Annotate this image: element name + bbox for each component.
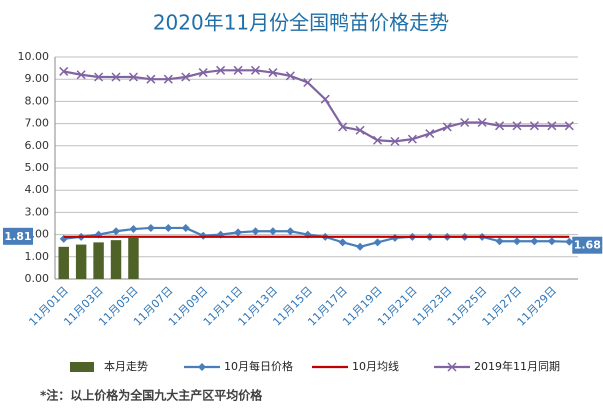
data-point — [512, 237, 521, 246]
data-point — [216, 65, 226, 75]
data-label: 1.81 — [4, 230, 31, 243]
data-point — [76, 70, 86, 80]
data-point — [529, 121, 539, 131]
legend-label: 2019年11月同期 — [474, 359, 560, 373]
data-point — [286, 227, 295, 236]
data-point — [303, 77, 313, 88]
data-point — [251, 227, 260, 236]
bar — [93, 242, 104, 279]
data-point — [250, 65, 261, 75]
footnote: *注：以上价格为全国九大主产区平均价格 — [40, 388, 263, 403]
data-point — [564, 121, 574, 131]
data-point — [425, 129, 435, 139]
chart-title: 2020年11月份全国鸭苗价格走势 — [153, 11, 449, 35]
data-point — [181, 72, 191, 82]
y-tick-label: 1.00 — [25, 250, 50, 263]
data-point — [198, 68, 208, 78]
y-tick-label: 3.00 — [25, 205, 50, 218]
data-point — [268, 227, 277, 236]
data-point — [94, 72, 104, 82]
data-point — [512, 121, 522, 131]
y-tick-label: 0.00 — [25, 272, 50, 285]
y-tick-label: 7.00 — [25, 117, 50, 130]
data-point — [356, 242, 365, 251]
y-tick-label: 10.00 — [18, 50, 50, 63]
data-point — [233, 65, 243, 75]
legend-swatch — [70, 362, 94, 372]
y-tick-label: 8.00 — [25, 94, 50, 107]
data-point — [234, 228, 243, 237]
data-point — [373, 238, 382, 247]
data-label: 1.68 — [574, 239, 601, 252]
data-point — [320, 94, 330, 104]
data-point — [442, 122, 452, 132]
data-point — [146, 223, 155, 232]
data-point — [146, 74, 156, 84]
data-point — [495, 237, 504, 246]
data-point — [447, 362, 457, 372]
data-point — [111, 72, 121, 82]
data-point — [338, 238, 347, 247]
data-point — [285, 71, 295, 81]
data-point — [565, 237, 574, 246]
data-point — [59, 66, 69, 76]
data-point — [163, 74, 173, 84]
bar — [58, 246, 69, 279]
line — [63, 69, 570, 143]
data-point — [338, 122, 348, 132]
data-label-box — [572, 236, 603, 254]
data-point — [407, 134, 417, 144]
data-point — [129, 225, 138, 234]
y-tick-label: 4.00 — [25, 183, 50, 196]
bar — [75, 244, 87, 279]
data-point — [372, 135, 383, 145]
data-point — [198, 363, 206, 371]
y-tick-label: 9.00 — [25, 72, 50, 85]
legend-label: 10月均线 — [352, 359, 399, 373]
legend-label: 10月每日价格 — [224, 359, 293, 373]
data-point — [164, 223, 173, 232]
data-point — [112, 227, 121, 236]
data-point — [460, 117, 470, 128]
y-tick-label: 6.00 — [25, 139, 50, 152]
bar — [128, 237, 139, 279]
y-tick-label: 5.00 — [25, 161, 50, 174]
data-point — [390, 136, 400, 146]
data-point — [547, 121, 557, 131]
legend-label: 本月走势 — [104, 359, 148, 373]
data-point — [547, 237, 556, 246]
data-point — [181, 223, 190, 232]
data-label-box — [3, 227, 33, 245]
data-point — [268, 68, 278, 78]
data-point — [530, 237, 539, 246]
data-point — [477, 117, 487, 128]
bar — [110, 240, 122, 279]
data-point — [495, 121, 505, 131]
data-point — [128, 72, 138, 82]
data-point — [355, 125, 365, 135]
